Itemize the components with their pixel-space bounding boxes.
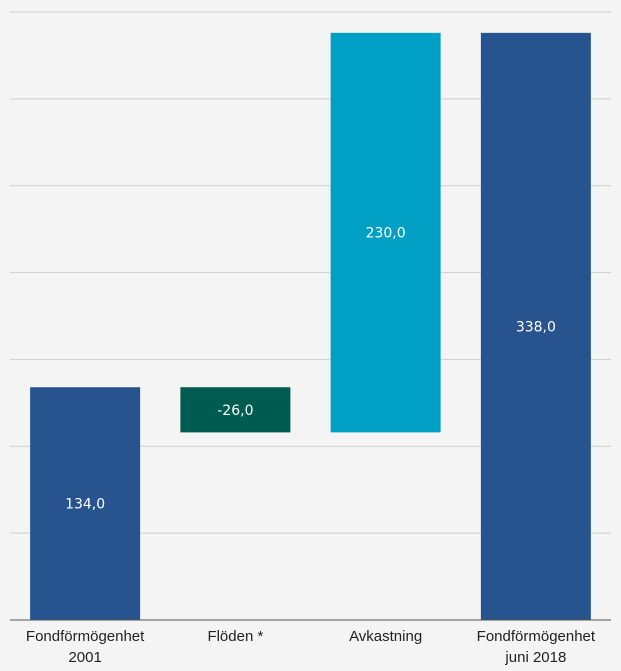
bar-fund-assets-june-2018-rect [480, 32, 591, 621]
bar-value-label: 338,0 [516, 319, 556, 335]
x-tick-label: Fondförmögenhet [26, 628, 145, 645]
bar-returns-rect [330, 32, 441, 433]
bar-fund-assets-2001: 134,0 [30, 387, 141, 620]
bar-flows-rect [180, 387, 291, 433]
bar-returns: 230,0 [330, 32, 441, 433]
x-tick-label: juni 2018 [504, 649, 566, 666]
bar-value-label: 230,0 [366, 226, 406, 242]
bar-flows: -26,0 [180, 387, 291, 433]
x-tick-label: Flöden * [207, 628, 263, 645]
x-tick-label: 2001 [68, 649, 101, 666]
x-tick-label: Avkastning [349, 628, 422, 645]
bar-value-label: 134,0 [65, 497, 105, 513]
bars: 134,0 -26,0 230,0 338,0 [30, 32, 591, 621]
bar-fund-assets-2001-rect [30, 387, 141, 620]
x-tick-label: Fondförmögenhet [477, 628, 596, 645]
x-tick-labels: Fondförmögenhet 2001 Flöden * Avkastning Fon… [26, 628, 596, 666]
bar-value-label: -26,0 [217, 403, 253, 419]
bar-fund-assets-june-2018: 338,0 [480, 32, 591, 621]
